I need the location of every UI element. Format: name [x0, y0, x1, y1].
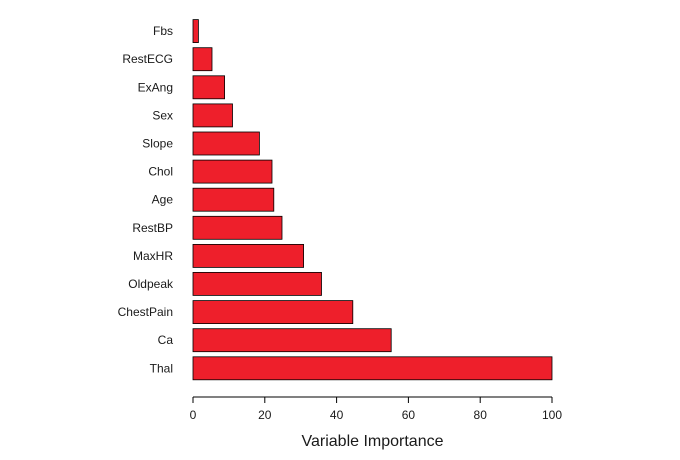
bar-sex [192, 103, 233, 128]
category-label-thal: Thal [150, 361, 173, 375]
bar-slope [192, 131, 260, 156]
bars-group [192, 19, 553, 381]
category-label-age: Age [152, 193, 174, 207]
category-label-chestpain: ChestPain [118, 305, 173, 319]
category-label-ca: Ca [158, 333, 174, 347]
x-tick-label: 100 [542, 408, 562, 422]
category-label-maxhr: MaxHR [133, 249, 173, 263]
category-labels-group: Thal Ca ChestPain Oldpeak MaxHR RestBP Age Chol… [118, 24, 174, 375]
x-axis-title: Variable Importance [302, 433, 444, 450]
category-label-oldpeak: Oldpeak [128, 277, 174, 291]
category-label-fbs: Fbs [153, 24, 173, 38]
bar-maxhr [192, 243, 304, 268]
x-tick-label: 40 [330, 408, 344, 422]
bar-exang [192, 75, 226, 100]
x-tick-label: 20 [258, 408, 272, 422]
bar-age [192, 187, 275, 212]
bar-fbs [192, 19, 199, 44]
category-label-sex: Sex [152, 108, 173, 122]
x-axis: 0 20 40 60 80 100 [190, 396, 562, 422]
category-label-chol: Chol [148, 165, 173, 179]
x-ticks-group: 0 20 40 60 80 100 [190, 397, 562, 422]
x-tick-label: 80 [474, 408, 488, 422]
category-label-exang: ExAng [138, 80, 173, 94]
bar-chestpain [192, 300, 354, 325]
bar-thal [192, 356, 553, 381]
bar-oldpeak [192, 271, 322, 296]
x-tick-label: 0 [190, 408, 197, 422]
bar-restecg [192, 47, 213, 72]
bar-chol [192, 159, 273, 184]
category-label-restbp: RestBP [132, 221, 173, 235]
x-tick-label: 60 [402, 408, 416, 422]
category-label-restecg: RestECG [122, 52, 173, 66]
bar-restbp [192, 215, 283, 240]
category-label-slope: Slope [142, 137, 173, 151]
bar-ca [192, 328, 392, 353]
